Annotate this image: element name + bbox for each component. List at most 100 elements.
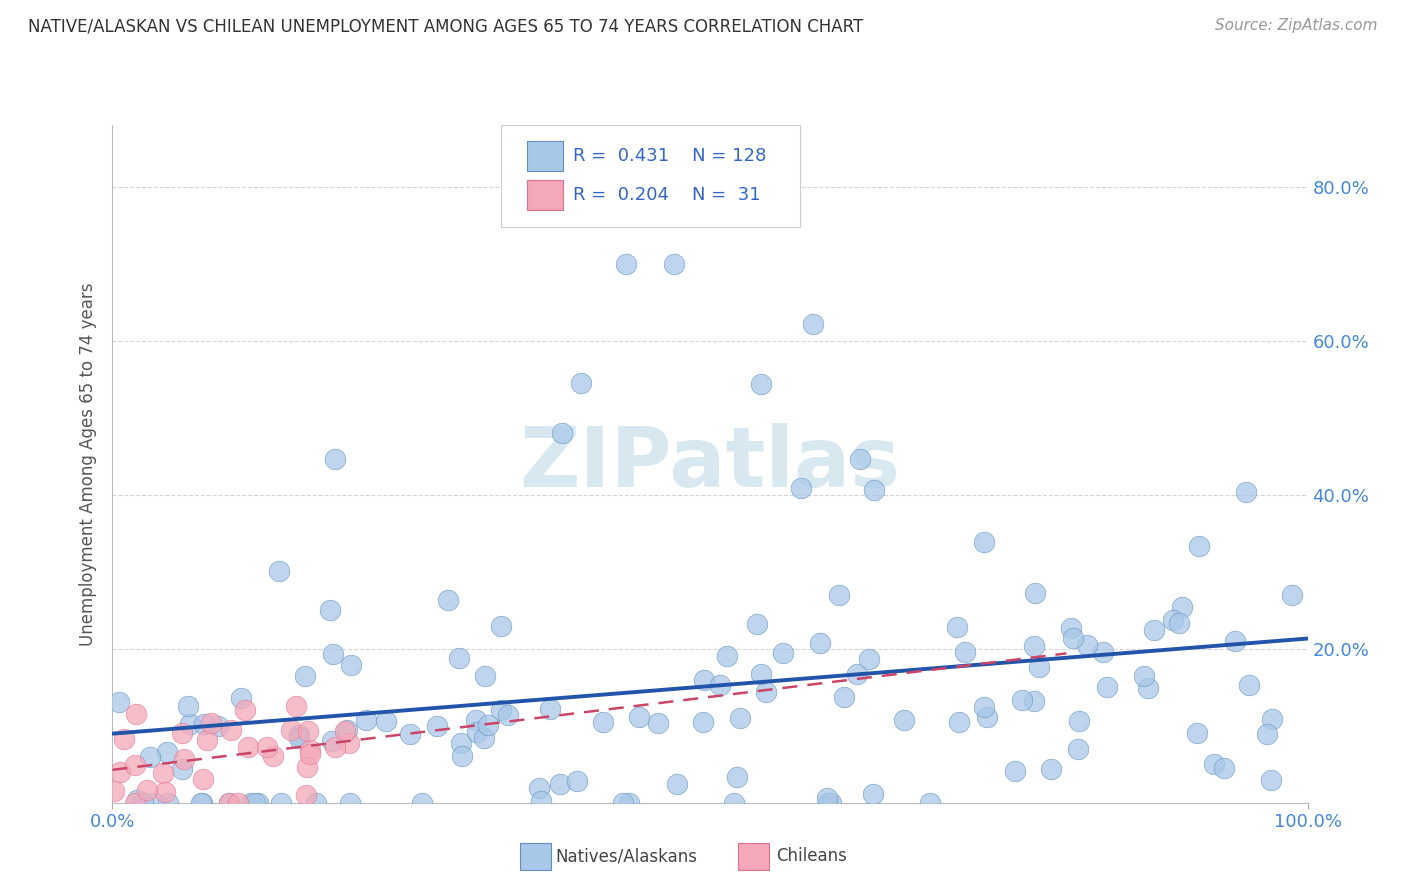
Point bbox=[538, 701, 561, 715]
Point bbox=[569, 376, 592, 390]
Point bbox=[948, 714, 970, 729]
Point bbox=[474, 669, 496, 683]
Point bbox=[858, 652, 880, 666]
Point bbox=[297, 723, 319, 738]
Point bbox=[1185, 725, 1208, 739]
Point bbox=[155, 785, 177, 799]
Point bbox=[295, 760, 318, 774]
Point bbox=[953, 645, 976, 659]
Point bbox=[236, 740, 259, 755]
Point bbox=[1060, 621, 1083, 635]
Point bbox=[817, 796, 839, 810]
Point bbox=[496, 707, 519, 722]
Text: ZIPatlas: ZIPatlas bbox=[520, 424, 900, 504]
Point bbox=[627, 710, 650, 724]
Point bbox=[179, 717, 201, 731]
Point bbox=[239, 796, 262, 810]
Point bbox=[1004, 764, 1026, 779]
FancyBboxPatch shape bbox=[527, 141, 562, 171]
Point bbox=[108, 696, 131, 710]
Point bbox=[447, 651, 470, 665]
Point bbox=[226, 796, 249, 810]
Point bbox=[745, 616, 768, 631]
Point bbox=[664, 256, 686, 270]
Point bbox=[299, 747, 322, 761]
Point bbox=[665, 777, 688, 791]
Point bbox=[103, 784, 125, 798]
Point bbox=[135, 783, 157, 797]
Point bbox=[193, 717, 215, 731]
Point bbox=[1260, 773, 1282, 788]
Point bbox=[139, 749, 162, 764]
Point bbox=[437, 592, 460, 607]
Point bbox=[849, 451, 872, 466]
Point bbox=[191, 772, 214, 786]
Point bbox=[709, 678, 731, 692]
Point bbox=[755, 685, 778, 699]
Point bbox=[1188, 539, 1211, 553]
Point bbox=[172, 726, 194, 740]
Point bbox=[749, 666, 772, 681]
Point bbox=[1024, 693, 1046, 707]
Point bbox=[450, 736, 472, 750]
Point bbox=[820, 796, 842, 810]
Point bbox=[190, 796, 212, 810]
Point bbox=[319, 603, 342, 617]
Point bbox=[288, 731, 311, 745]
Point bbox=[335, 723, 357, 738]
Point bbox=[200, 716, 222, 731]
Point bbox=[647, 716, 669, 731]
Point bbox=[548, 777, 571, 791]
Point bbox=[294, 789, 316, 803]
Point bbox=[801, 317, 824, 331]
Point bbox=[772, 646, 794, 660]
Point bbox=[1225, 634, 1247, 648]
Point bbox=[298, 743, 321, 757]
Point bbox=[920, 796, 942, 810]
Point bbox=[527, 780, 550, 795]
Point bbox=[124, 796, 146, 810]
Point bbox=[465, 724, 488, 739]
Point bbox=[190, 796, 212, 810]
Point bbox=[1212, 761, 1234, 775]
Point bbox=[374, 714, 396, 729]
Point bbox=[1161, 613, 1184, 627]
Point bbox=[450, 748, 472, 763]
Point bbox=[177, 698, 200, 713]
Point bbox=[592, 714, 614, 729]
Point bbox=[1236, 485, 1258, 500]
Point bbox=[614, 256, 637, 270]
Point bbox=[247, 796, 270, 810]
Point bbox=[472, 731, 495, 745]
Point bbox=[1237, 678, 1260, 692]
Point bbox=[1067, 742, 1090, 756]
Point bbox=[1204, 757, 1226, 772]
Text: NATIVE/ALASKAN VS CHILEAN UNEMPLOYMENT AMONG AGES 65 TO 74 YEARS CORRELATION CHA: NATIVE/ALASKAN VS CHILEAN UNEMPLOYMENT A… bbox=[28, 18, 863, 36]
Point bbox=[1039, 763, 1062, 777]
Point bbox=[1028, 660, 1050, 674]
Point bbox=[207, 719, 229, 733]
Text: Chileans: Chileans bbox=[776, 847, 846, 865]
Point bbox=[946, 620, 969, 634]
Point bbox=[124, 758, 146, 772]
Point bbox=[152, 765, 174, 780]
Point bbox=[173, 752, 195, 766]
Point bbox=[565, 774, 588, 789]
Point bbox=[832, 690, 855, 704]
Text: R =  0.431    N = 128: R = 0.431 N = 128 bbox=[572, 147, 766, 165]
Point bbox=[1022, 639, 1045, 653]
Point bbox=[1171, 599, 1194, 614]
Point bbox=[426, 718, 449, 732]
Point bbox=[218, 796, 240, 810]
Point bbox=[219, 723, 242, 738]
Point bbox=[233, 703, 256, 717]
Point bbox=[976, 709, 998, 723]
Point bbox=[551, 425, 574, 440]
FancyBboxPatch shape bbox=[501, 125, 800, 227]
Point bbox=[337, 735, 360, 749]
Point bbox=[1091, 645, 1114, 659]
Point bbox=[1133, 669, 1156, 683]
Point bbox=[863, 483, 886, 498]
Point bbox=[846, 667, 869, 681]
Point bbox=[411, 796, 433, 810]
